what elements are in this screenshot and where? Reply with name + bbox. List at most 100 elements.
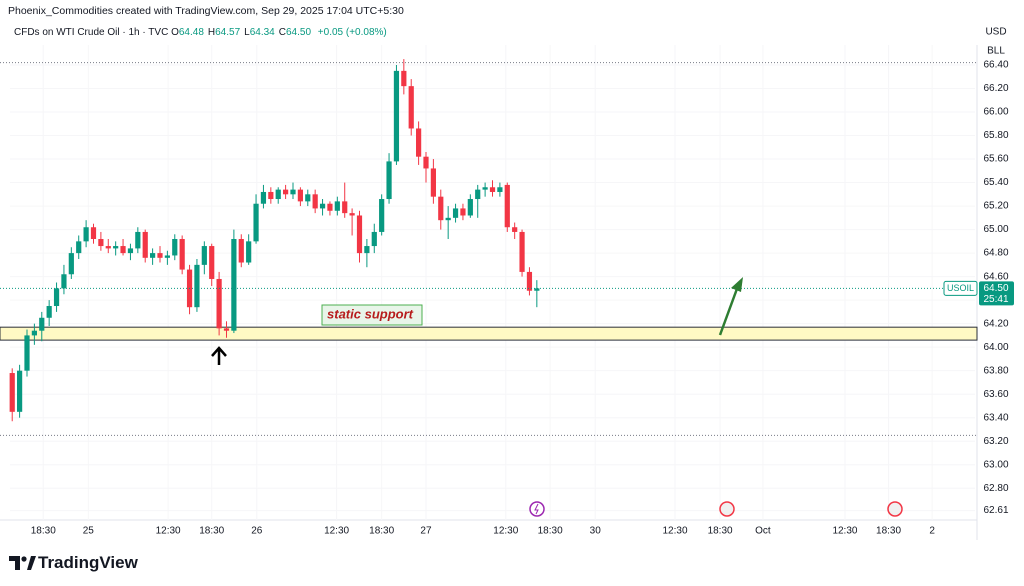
y-tick-label: 62.80	[983, 483, 1008, 494]
candle-body	[127, 248, 134, 254]
candle-body	[120, 246, 126, 254]
y-tick-label: 62.61	[983, 505, 1008, 516]
candle-body	[342, 201, 348, 214]
candle-body	[504, 184, 510, 228]
plot: static support	[0, 45, 978, 520]
brand: TradingView	[38, 553, 138, 572]
candle-body	[452, 208, 459, 218]
candle-body	[393, 70, 400, 162]
candle-body	[172, 238, 178, 256]
x-tick-label: 18:30	[31, 526, 56, 537]
candle-body	[475, 189, 481, 200]
candle-body	[364, 246, 370, 254]
y-tick-label: 63.40	[983, 412, 1008, 423]
y-tick-label: 63.20	[983, 436, 1008, 447]
price-tag-value: 64.50	[983, 283, 1008, 294]
candle-body	[31, 330, 37, 336]
candle-body	[157, 253, 163, 258]
candle-body	[246, 241, 252, 263]
y-tick-label: 65.00	[983, 224, 1008, 235]
unit: BLL	[987, 46, 1005, 57]
candle-body	[179, 238, 185, 270]
candle-body	[268, 191, 274, 200]
y-tick-label: 63.60	[983, 389, 1008, 400]
x-tick-label: 12:30	[662, 526, 687, 537]
candle-body	[135, 231, 141, 249]
quote-value: 64.50	[285, 27, 312, 38]
y-tick-label: 66.00	[983, 107, 1008, 118]
candle-body	[534, 288, 540, 291]
quote-key: C	[278, 27, 286, 38]
candle-body	[209, 246, 215, 279]
candle-body	[416, 128, 422, 157]
support-label: static support	[327, 306, 414, 321]
symbol-line: CFDs on WTI Crude Oil · 1h · TVC O64.48 H…	[14, 27, 391, 38]
candle-body	[519, 231, 525, 272]
candle-body	[327, 203, 333, 211]
x-tick-label: 12:30	[324, 526, 349, 537]
credit: Phoenix_Commodities created with Trading…	[8, 5, 404, 17]
candle-body	[216, 278, 222, 329]
candle-body	[445, 217, 451, 221]
price-tag-countdown: 25:41	[983, 294, 1008, 305]
x-tick-label: 12:30	[832, 526, 857, 537]
candle-body	[98, 238, 104, 247]
forecast-arrow-head	[731, 277, 743, 292]
candle-body	[438, 196, 444, 221]
x-tick-label: 18:30	[369, 526, 394, 537]
currency: USD	[985, 27, 1006, 38]
candle-body	[460, 208, 466, 216]
x-tick-label: 12:30	[156, 526, 181, 537]
x-tick-label: 18:30	[876, 526, 901, 537]
y-tick-label: 64.60	[983, 271, 1008, 282]
y-tick-label: 66.20	[983, 83, 1008, 94]
x-tick-label: 30	[590, 526, 602, 537]
candle-body	[17, 370, 23, 412]
candle-body	[283, 189, 289, 195]
x-tick-label: 26	[251, 526, 263, 537]
candle-body	[430, 168, 436, 197]
support-arrow	[211, 346, 227, 365]
y-tick-label: 65.60	[983, 154, 1008, 165]
candle-body	[386, 161, 392, 200]
candle-body	[379, 199, 385, 232]
quote-key: O	[171, 27, 179, 38]
x-tick-label: 25	[83, 526, 95, 537]
logo-icon	[9, 556, 36, 570]
candle-body	[482, 187, 488, 190]
candle-body	[356, 215, 363, 254]
candle-body	[275, 189, 281, 200]
candle-body	[297, 189, 303, 202]
candle-body	[61, 274, 67, 289]
y-tick-label: 63.00	[983, 459, 1008, 470]
price-tag	[979, 281, 1014, 306]
candle-body	[408, 86, 414, 129]
candle-body	[9, 373, 15, 412]
candle-body	[349, 213, 355, 216]
candle-body	[319, 203, 326, 209]
candle-body	[46, 306, 52, 318]
support-label-box	[321, 304, 423, 326]
symbol: CFDs on WTI Crude Oil · 1h · TVC	[14, 27, 169, 38]
candle-body	[253, 203, 259, 242]
candle-body	[105, 246, 111, 249]
quote: O64.48 H64.57 L64.34 C64.50	[171, 27, 315, 38]
candle-body	[526, 271, 533, 291]
symbol-tag	[943, 280, 978, 296]
y-tick-label: 63.80	[983, 365, 1008, 376]
quote-key: H	[207, 27, 216, 38]
candle-body	[76, 241, 82, 254]
candle-body	[223, 328, 230, 331]
candle-body	[305, 194, 311, 202]
quote-value: 64.34	[249, 27, 275, 38]
forecast-arrow	[718, 285, 740, 336]
y-tick-label: 65.80	[983, 130, 1008, 141]
candle-body	[334, 201, 340, 211]
quote-value: 64.48	[178, 27, 204, 38]
candle-body	[150, 253, 156, 258]
change: +0.05 (+0.08%)	[317, 27, 387, 38]
x-tick-label: 27	[420, 526, 432, 537]
candle-body	[142, 231, 148, 258]
